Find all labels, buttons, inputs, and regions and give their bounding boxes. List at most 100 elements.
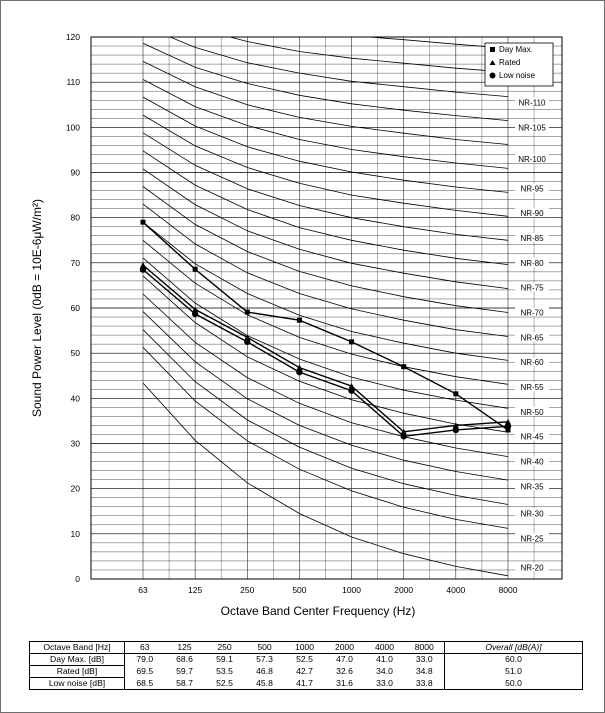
nr-curve-label: NR-45 [520,433,544,442]
nr-curve-line [142,311,509,481]
y-tick-label: 100 [66,122,80,132]
data-point-circle [504,423,512,430]
legend: Day Max. Rated Low noise [484,42,554,87]
legend-low-noise-marker [489,72,496,79]
table-cell: 68.5 [124,677,165,690]
nr-curve-line [142,114,509,217]
y-axis-ticks: 0 10 20 30 40 50 60 70 80 90 100 110 120 [66,32,80,584]
nr-label-background [515,508,549,518]
table-cell: Day Max. [dB] [29,653,125,666]
y-tick-label: 50 [71,348,81,358]
legend-day-max-label: Day Max. [499,45,533,54]
nr-curve-label: NR-95 [520,184,544,193]
nr-curve-label: NR-85 [520,234,544,243]
nr-curve-label: NR-110 [519,98,547,107]
data-point-square [296,317,302,323]
data-point-circle [191,310,199,318]
table-cell: 46.8 [256,666,273,676]
nr-curve-label: NR-50 [520,408,544,417]
nr-curve-label: NR-40 [520,458,544,467]
nr-label-background [515,332,549,342]
nr-label-background [515,357,549,367]
table-cell: 53.5 [216,666,233,676]
nr-curve-label: NR-80 [520,259,544,268]
x-axis-ticks: 63 125 250 500 1000 2000 4000 8000 [138,585,517,595]
table-cell: 69.5 [136,666,154,676]
data-point-circle [348,387,355,394]
table-header-cell: 125 [164,641,205,654]
nr-label-background [515,122,549,132]
data-point-triangle [452,422,459,428]
legend-low-noise-label: Low noise [499,71,536,80]
data-point-square [349,339,355,345]
table-cell: 60.0 [444,653,583,666]
x-tick-label: 4000 [446,585,465,595]
nr-curve-line [142,275,509,433]
nr-curve-line [142,79,509,169]
table-cell: 79.0 [136,654,154,665]
nr-curve-line [142,347,509,529]
table-cell: 34.8 [415,666,433,676]
nr-curve-label: NR-90 [520,209,544,218]
x-tick-label: 500 [292,585,306,595]
nr-curve-line [228,37,509,73]
nr-label-background [515,456,549,466]
x-tick-label: 250 [240,585,254,595]
nr-label-background [515,282,549,292]
nr-curve-label: NR-60 [520,358,544,367]
nr-curve-line [364,37,509,49]
nr-curve-label: NR-20 [520,564,544,573]
table-header-row: Octave Band [Hz] 63 125 250 500 1000 200… [29,641,583,654]
table-cell: 32.6 [336,666,353,676]
table-row: Low noise [dB] 68.5 58.7 52.5 45.8 41.7 … [29,677,583,690]
table-cell: Low noise [dB] [29,677,125,690]
series-lines [139,219,512,440]
table-row: Rated [dB] 69.5 59.7 53.5 46.8 42.7 32.6… [29,665,583,678]
nr-curve-line [143,1,508,24]
data-point-square [192,266,198,272]
y-tick-label: 90 [71,168,81,178]
x-tick-label: 8000 [499,585,518,595]
legend-rated-label: Rated [499,58,520,67]
data-point-square [505,427,511,433]
table-cell: 52.5 [204,677,245,690]
table-cell: 33.8 [404,677,445,690]
nr-label-background [515,382,549,392]
data-point-triangle [348,383,355,389]
table-header-cell: 2000 [324,641,365,654]
y-tick-label: 10 [71,529,81,539]
nr-curve-label: NR-100 [518,155,546,164]
nr-curves [142,1,509,577]
nr-curve-line [142,42,509,121]
table-cell: 45.8 [244,677,285,690]
data-point-square [401,364,407,370]
data-point-square [140,219,146,225]
nr-curve-label: NR-30 [520,510,544,519]
nr-label-background [515,232,549,242]
series-line [142,221,509,431]
table-cell: 42.7 [296,666,313,676]
series-line [142,269,509,438]
nr-curve-label: NR-25 [520,534,544,543]
nr-curve-line [142,221,509,361]
table-header-cell: 63 [124,641,165,654]
data-point-triangle [192,306,199,312]
table-header-cell: 250 [204,641,245,654]
nr-curve-label: NR-65 [520,333,544,342]
table-header-cell: Overall [dB(A)] [444,641,583,654]
data-point-circle [244,338,251,346]
table-cell: 41.7 [284,677,325,690]
table-cell: 59.7 [176,666,193,676]
nr-curve-line [142,61,509,145]
data-point-circle [296,368,303,376]
nr-curve-label: NR-70 [520,309,544,318]
data-point-square [453,391,459,397]
nr-curve-label: NR-35 [520,482,544,491]
y-tick-label: 120 [66,32,80,42]
nr-label-background [515,562,549,572]
nr-curve-label: NR-105 [518,123,546,132]
y-tick-label: 70 [71,258,81,268]
table-cell: 57.3 [256,654,273,665]
data-point-triangle [244,334,251,340]
nr-label-background [515,533,549,543]
